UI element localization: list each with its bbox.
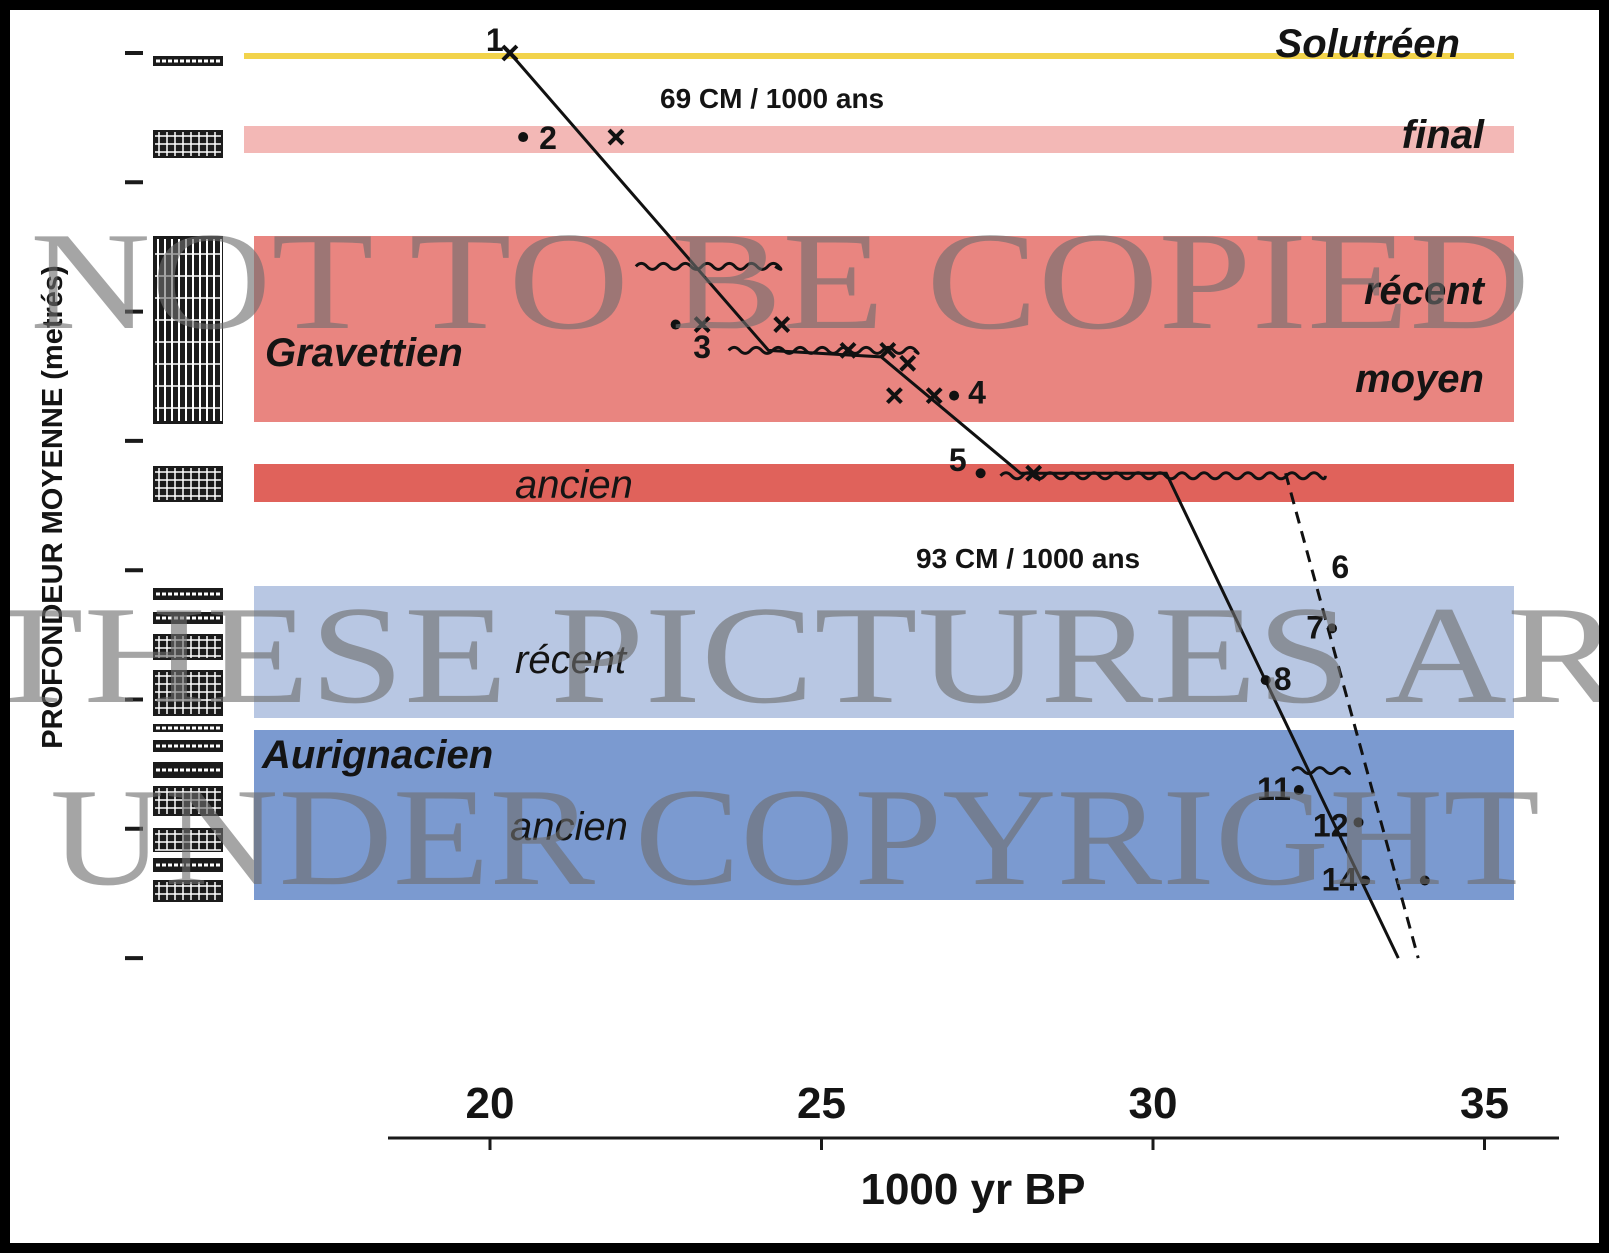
point-markers — [501, 44, 1430, 886]
hiatus-line-1 — [727, 345, 920, 355]
extra-point-9 — [1025, 464, 1043, 482]
point-label-11: 11 — [1257, 771, 1291, 807]
column-layer-1 — [153, 130, 223, 158]
column-layer-8 — [153, 724, 223, 732]
point-label-6: 6 — [1331, 549, 1349, 585]
x-axis-ticks: 20 25 30 35 — [466, 1079, 1509, 1150]
chart-frame: Solutréen final Gravettien récent moyen … — [10, 10, 1599, 1243]
label-gravettien: Gravettien — [265, 331, 463, 375]
band-final — [244, 126, 1514, 153]
point-label-2: 2 — [539, 120, 557, 156]
point-marker-7 — [1327, 623, 1338, 634]
watermark-line-2: THESE PICTURES AR — [10, 578, 1599, 733]
band-gravettien — [254, 236, 1514, 422]
label-gravettien-moyen: moyen — [1355, 357, 1484, 401]
point-marker-4 — [949, 390, 960, 401]
extra-point-3 — [773, 316, 791, 333]
point-marker-12 — [1353, 817, 1364, 828]
hiatus-line-0 — [634, 261, 783, 271]
hiatus-line-3 — [1291, 766, 1352, 776]
x-tick-label-35: 35 — [1460, 1079, 1509, 1128]
column-layer-3 — [153, 466, 223, 502]
column-layer-5 — [153, 612, 223, 624]
extra-point-1 — [670, 319, 681, 330]
point-label-1: 1 — [486, 22, 504, 58]
point-marker-1 — [501, 44, 519, 62]
band-solutreen — [244, 53, 1514, 59]
regression-line-dashed — [1284, 472, 1420, 959]
label-final: final — [1402, 113, 1485, 157]
point-label-7: 7 — [1306, 609, 1324, 645]
y-axis-label: PROFONDEUR MOYENNE (metrés) — [37, 265, 69, 748]
point-label-4: 4 — [968, 375, 986, 411]
point-marker-11 — [1293, 785, 1304, 796]
watermark-line-1: NOT TO BE COPIED — [30, 204, 1530, 359]
label-gravettien-recent: récent — [1364, 269, 1486, 313]
y-axis-ticks — [125, 51, 143, 961]
x-axis-label: 1000 yr BP — [860, 1165, 1085, 1214]
extra-point-5 — [879, 341, 897, 359]
extra-point-7 — [886, 387, 903, 405]
point-marker-14 — [1360, 875, 1371, 886]
column-layer-6 — [153, 634, 223, 660]
extra-point-0 — [607, 128, 625, 146]
column-layer-0 — [153, 56, 223, 66]
column-layer-2 — [153, 236, 223, 424]
rate-label-93: 93 CM / 1000 ans — [916, 543, 1140, 574]
x-tick-label-30: 30 — [1129, 1079, 1178, 1128]
label-aurignacien: Aurignacien — [261, 733, 493, 777]
watermark-line-3: UNDER COPYRIGHT — [50, 760, 1540, 915]
stratigraphic-column — [153, 56, 223, 902]
rate-label-69: 69 CM / 1000 ans — [660, 83, 884, 114]
label-solutreen: Solutréen — [1276, 22, 1460, 66]
column-layer-9 — [153, 740, 223, 752]
point-label-8: 8 — [1274, 661, 1292, 697]
column-layer-10 — [153, 762, 223, 778]
regression-lines — [508, 52, 1420, 959]
hiatus-lines — [634, 261, 1352, 776]
column-layer-13 — [153, 858, 223, 872]
x-tick-label-20: 20 — [466, 1079, 515, 1128]
band-aurignacien-recent — [254, 586, 1514, 718]
column-layer-12 — [153, 828, 223, 852]
x-tick-label-25: 25 — [797, 1079, 846, 1128]
bands-group — [244, 53, 1514, 900]
column-layer-4 — [153, 588, 223, 600]
label-gravettien-ancien: ancien — [515, 463, 633, 507]
column-layer-7 — [153, 670, 223, 716]
extra-point-10 — [1419, 875, 1430, 886]
extra-point-4 — [839, 341, 857, 359]
stratigraphy-chart: Solutréen final Gravettien récent moyen … — [10, 22, 1599, 1214]
point-marker-2 — [518, 132, 529, 143]
point-marker-5 — [975, 468, 986, 479]
point-label-3: 3 — [693, 329, 711, 365]
regression-line-solid — [508, 52, 1400, 959]
label-aurignacien-ancien: ancien — [510, 805, 628, 849]
column-layer-14 — [153, 880, 223, 902]
extra-point-6 — [899, 354, 917, 372]
point-label-14: 14 — [1322, 862, 1358, 898]
hiatus-line-2 — [999, 471, 1327, 481]
point-label-12: 12 — [1313, 807, 1349, 843]
column-layer-11 — [153, 786, 223, 816]
label-aurignacien-recent: récent — [515, 638, 628, 682]
extra-point-8 — [925, 387, 943, 405]
extra-point-2 — [693, 316, 711, 333]
point-marker-8 — [1260, 675, 1271, 686]
band-gravettien-ancien — [254, 464, 1514, 502]
point-label-5: 5 — [949, 442, 967, 478]
